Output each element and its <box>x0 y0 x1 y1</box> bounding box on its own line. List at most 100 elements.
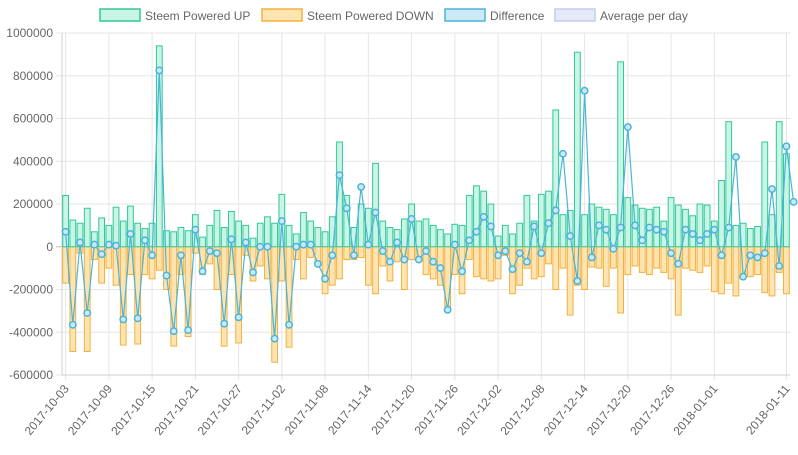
difference-point[interactable] <box>443 305 452 314</box>
difference-point[interactable] <box>176 251 185 260</box>
difference-point[interactable] <box>306 240 315 249</box>
bar-up[interactable] <box>559 214 567 248</box>
bar-down[interactable] <box>343 246 351 261</box>
bar-down[interactable] <box>783 246 790 295</box>
difference-point[interactable] <box>184 326 193 335</box>
difference-point[interactable] <box>580 86 589 95</box>
bar-up[interactable] <box>473 185 480 248</box>
difference-point[interactable] <box>270 334 279 343</box>
difference-point[interactable] <box>97 250 106 259</box>
bar-down[interactable] <box>725 246 733 284</box>
difference-point[interactable] <box>768 185 776 193</box>
bar-up[interactable] <box>725 121 733 248</box>
difference-point[interactable] <box>674 259 683 268</box>
bar-up[interactable] <box>537 193 545 248</box>
difference-point[interactable] <box>285 320 293 329</box>
difference-point[interactable] <box>486 222 495 231</box>
difference-point[interactable] <box>746 251 755 260</box>
bar-up[interactable] <box>177 227 185 248</box>
difference-point[interactable] <box>220 319 229 328</box>
bar-up[interactable] <box>393 229 401 248</box>
difference-point[interactable] <box>263 242 272 251</box>
bar-up[interactable] <box>437 229 444 248</box>
bar-up[interactable] <box>372 162 379 248</box>
bar-up[interactable] <box>112 206 120 248</box>
difference-point[interactable] <box>479 212 488 221</box>
bar-up[interactable] <box>285 224 293 248</box>
bar-up[interactable] <box>235 220 242 248</box>
bar-down[interactable] <box>530 246 538 280</box>
difference-point[interactable] <box>162 271 171 280</box>
difference-point[interactable] <box>782 142 791 151</box>
difference-point[interactable] <box>213 249 221 258</box>
difference-point[interactable] <box>241 238 250 247</box>
difference-point[interactable] <box>126 229 135 238</box>
bar-down[interactable] <box>732 246 740 297</box>
difference-point[interactable] <box>256 242 265 251</box>
difference-point[interactable] <box>465 236 474 245</box>
bar-down[interactable] <box>566 246 574 316</box>
bar-up[interactable] <box>429 224 437 248</box>
difference-point[interactable] <box>508 265 517 274</box>
bar-up[interactable] <box>170 231 178 248</box>
bar-up[interactable] <box>328 216 336 248</box>
bar-up[interactable] <box>566 209 574 248</box>
bar-down[interactable] <box>710 246 718 293</box>
difference-point[interactable] <box>667 249 676 258</box>
difference-point[interactable] <box>68 320 77 329</box>
difference-point[interactable] <box>609 244 618 253</box>
bar-up[interactable] <box>336 141 343 248</box>
bar-up[interactable] <box>184 230 192 248</box>
difference-point[interactable] <box>602 225 611 234</box>
difference-point[interactable] <box>739 272 748 281</box>
bar-up[interactable] <box>696 203 704 248</box>
bar-down[interactable] <box>595 246 603 269</box>
bar-up[interactable] <box>127 205 134 248</box>
difference-point[interactable] <box>371 208 380 217</box>
bar-down[interactable] <box>696 246 704 273</box>
legend-swatch-0[interactable] <box>99 8 141 22</box>
bar-down[interactable] <box>653 246 661 269</box>
bar-up[interactable] <box>746 228 754 248</box>
bar-down[interactable] <box>689 246 697 271</box>
bar-down[interactable] <box>552 246 560 290</box>
difference-point[interactable] <box>645 223 654 232</box>
bar-down[interactable] <box>631 246 639 267</box>
bar-up[interactable] <box>249 237 257 248</box>
difference-point[interactable] <box>652 225 661 234</box>
bar-up[interactable] <box>783 153 790 248</box>
difference-point[interactable] <box>559 149 567 158</box>
bar-up[interactable] <box>509 233 516 248</box>
difference-point[interactable] <box>357 182 366 191</box>
difference-point[interactable] <box>760 249 769 258</box>
difference-point[interactable] <box>104 240 113 249</box>
bar-up[interactable] <box>62 194 69 248</box>
bar-down[interactable] <box>357 246 365 258</box>
bar-down[interactable] <box>400 246 408 290</box>
difference-point[interactable] <box>753 253 762 262</box>
difference-point[interactable] <box>530 222 539 231</box>
legend-label-3[interactable]: Average per day <box>600 9 688 23</box>
bar-up[interactable] <box>422 218 430 248</box>
bar-up[interactable] <box>638 207 646 248</box>
difference-point[interactable] <box>515 249 524 258</box>
bar-up[interactable] <box>163 230 170 248</box>
bar-down[interactable] <box>602 246 610 287</box>
difference-point[interactable] <box>522 257 531 266</box>
bar-down[interactable] <box>617 246 624 314</box>
difference-point[interactable] <box>731 153 740 161</box>
difference-point[interactable] <box>249 268 257 277</box>
bar-up[interactable] <box>343 194 351 248</box>
difference-point[interactable] <box>551 206 560 215</box>
difference-point[interactable] <box>623 123 632 132</box>
difference-point[interactable] <box>681 225 690 234</box>
bar-up[interactable] <box>761 141 769 248</box>
bar-up[interactable] <box>710 220 718 248</box>
difference-point[interactable] <box>119 315 128 324</box>
legend-label-2[interactable]: Difference <box>490 9 545 23</box>
difference-point[interactable] <box>703 229 712 238</box>
bar-up[interactable] <box>718 179 725 248</box>
bar-down[interactable] <box>581 246 588 290</box>
bar-down[interactable] <box>155 246 163 271</box>
difference-point[interactable] <box>61 227 70 236</box>
